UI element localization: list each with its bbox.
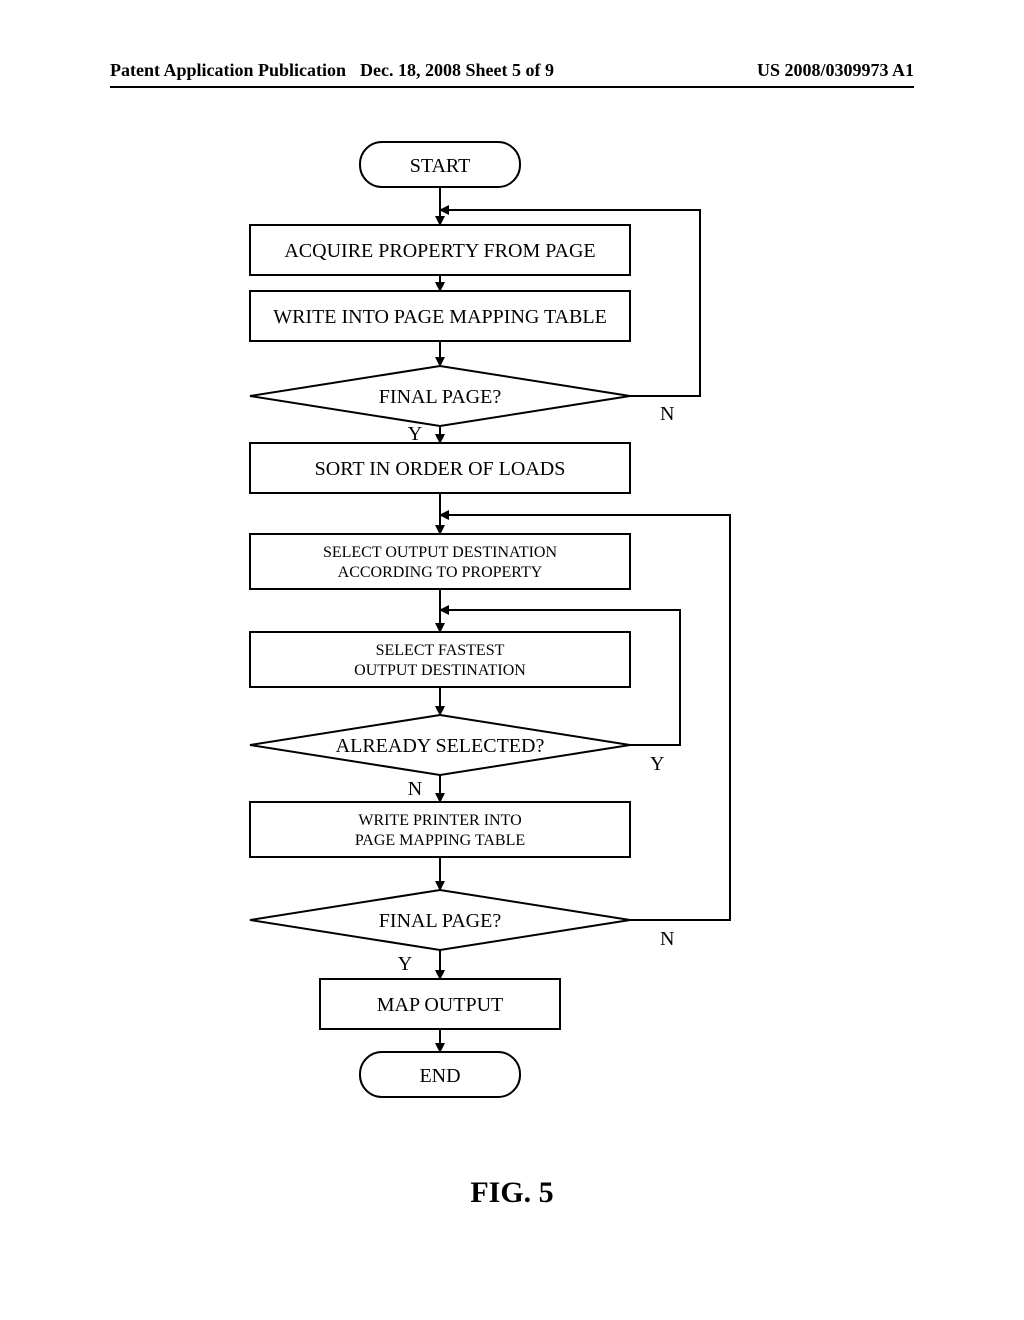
writepr-label-1: WRITE PRINTER INTO [358,812,521,829]
seldest-label-2: ACCORDING TO PROPERTY [338,564,543,581]
node-write-map: WRITE INTO PAGE MAPPING TABLE [250,291,630,341]
d2-yes: Y [650,753,664,775]
node-already: ALREADY SELECTED? [250,715,630,775]
node-final-1: FINAL PAGE? [250,366,630,426]
acquire-label: ACQUIRE PROPERTY FROM PAGE [284,240,595,262]
node-select-dest: SELECT OUTPUT DESTINATION ACCORDING TO P… [250,534,630,589]
final2-label: FINAL PAGE? [379,910,502,932]
start-label: START [410,155,471,177]
d2-no: N [408,778,422,800]
d1-no: N [660,403,674,425]
node-map-output: MAP OUTPUT [320,979,560,1029]
node-start: START [360,142,520,187]
already-label: ALREADY SELECTED? [336,735,545,757]
page: Patent Application Publication Dec. 18, … [0,0,1024,1320]
fastest-label-2: OUTPUT DESTINATION [354,662,526,679]
final1-label: FINAL PAGE? [379,386,502,408]
writepr-label-2: PAGE MAPPING TABLE [355,832,525,849]
fastest-label-1: SELECT FASTEST [376,642,505,659]
node-acquire: ACQUIRE PROPERTY FROM PAGE [250,225,630,275]
node-end: END [360,1052,520,1097]
node-fastest: SELECT FASTEST OUTPUT DESTINATION [250,632,630,687]
node-write-printer: WRITE PRINTER INTO PAGE MAPPING TABLE [250,802,630,857]
flowchart-svg: START ACQUIRE PROPERTY FROM PAGE WRITE I… [0,0,1024,1320]
write-map-label: WRITE INTO PAGE MAPPING TABLE [273,306,607,328]
d3-yes: Y [398,953,412,975]
d3-no: N [660,928,674,950]
node-sort: SORT IN ORDER OF LOADS [250,443,630,493]
sort-label: SORT IN ORDER OF LOADS [315,458,566,480]
mapout-label: MAP OUTPUT [377,994,504,1016]
node-final-2: FINAL PAGE? [250,890,630,950]
seldest-label-1: SELECT OUTPUT DESTINATION [323,544,558,561]
figure-caption: FIG. 5 [0,1176,1024,1210]
d1-yes: Y [408,423,422,445]
end-label: END [419,1065,460,1087]
